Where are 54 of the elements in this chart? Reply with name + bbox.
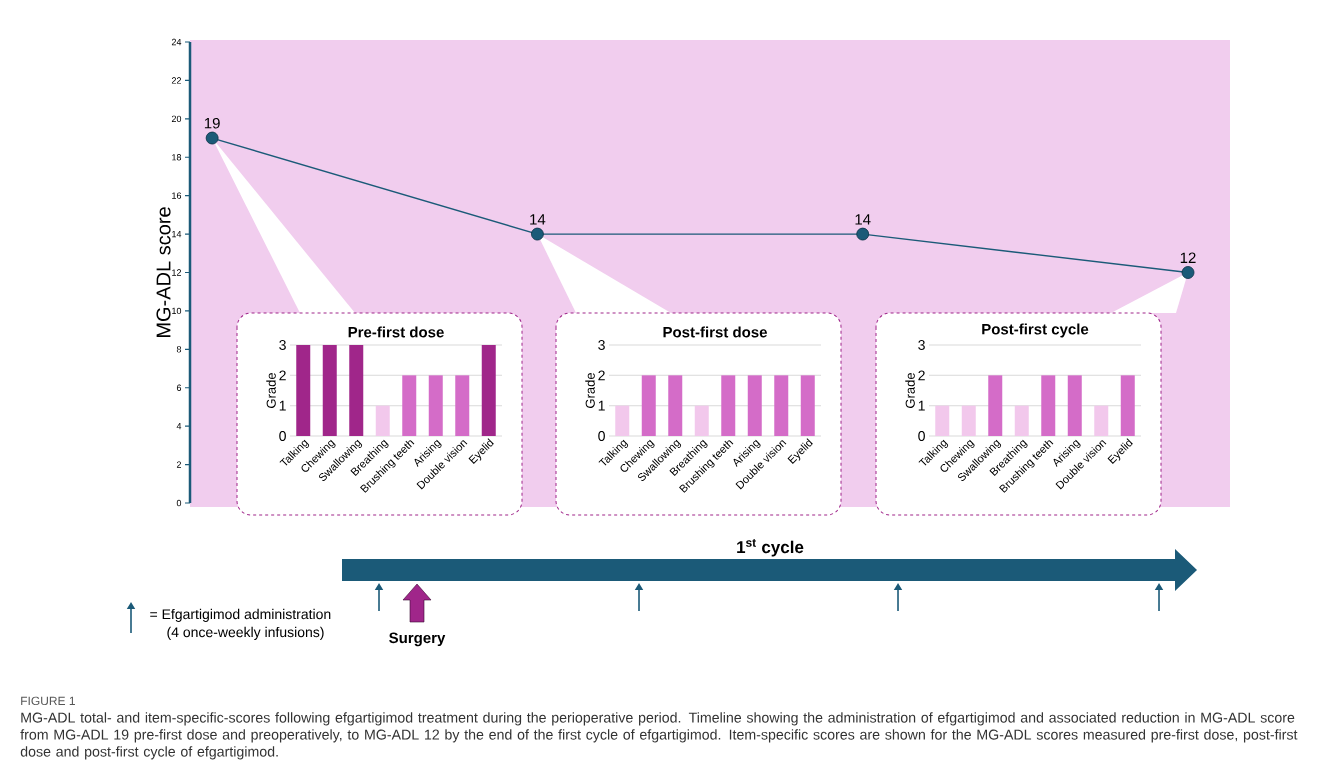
text: 1$^{st}$ cycle	[737, 538, 804, 557]
text: MG-ADL total- and item-specific-scores following efgartigimod treatment during the perioperative period. Timeline showing the administration of efgartigimod and associated reduction in MG-ADL score from MG-ADL 19 pre-first dose and preoperatively, to MG-ADL 12 by the end of the first cycle of efgartigimod. Item-specific scores are shown for the MG-ADL scores measured pre-first dose, post-first dose and post-first cycle of efgartigimod.	[20, 712, 1298, 760]
y-tick-label: 14	[172, 230, 182, 238]
y-tick-label: 0	[918, 431, 925, 441]
chart-title: Pre-first dose	[348, 326, 444, 338]
chart-title: Post-first cycle	[982, 323, 1089, 338]
data-label: 14	[530, 214, 546, 225]
bar	[296, 345, 311, 437]
y-tick-label: 0	[598, 431, 605, 441]
bar	[455, 375, 470, 437]
y-tick-label: 1	[279, 400, 286, 411]
point	[205, 131, 219, 145]
y-tick-label: 2	[598, 370, 605, 381]
point	[856, 227, 870, 241]
y-tick-label: 1	[918, 400, 925, 411]
text: Surgery	[389, 632, 446, 647]
y-tick-label: 2	[176, 461, 182, 468]
bar	[375, 405, 390, 437]
y-axis-title: Grade	[266, 373, 276, 408]
y-tick-label: 10	[172, 307, 182, 315]
y-tick-label: 3	[918, 340, 925, 350]
y-tick-label: 1	[598, 400, 605, 411]
point	[531, 227, 544, 241]
bar	[481, 345, 496, 437]
bar	[402, 375, 417, 437]
point	[1181, 266, 1195, 279]
bar	[322, 345, 337, 437]
y-axis-title: Grade	[585, 373, 595, 408]
y-tick-label: 24	[171, 38, 182, 46]
y-tick-label: 3	[279, 340, 286, 350]
chart-title: Post-first dose	[663, 326, 767, 338]
bar	[349, 345, 364, 437]
y-tick-label: 2	[279, 370, 286, 381]
y-tick-label: 4	[176, 423, 182, 430]
data-label: 12	[1180, 252, 1196, 263]
y-tick-label: 0	[279, 431, 286, 441]
caption: FIGURE 1	[21, 696, 75, 706]
bar	[428, 375, 443, 437]
y-axis-title: MG-ADL score	[156, 207, 171, 337]
y-tick-label: 6	[176, 384, 182, 391]
y-tick-label: 2	[918, 370, 925, 381]
data-label: 19	[204, 117, 220, 129]
y-tick-label: 8	[176, 346, 182, 353]
data-label: 14	[855, 214, 871, 225]
text: = Efgartigimod administration	[150, 608, 331, 622]
y-tick-label: 18	[172, 154, 182, 161]
y-tick-label: 12	[172, 269, 182, 276]
y-tick-label: 0	[176, 499, 182, 507]
text: (4 once-weekly infusions)	[167, 626, 324, 640]
y-tick-label: 22	[171, 77, 182, 84]
y-tick-label: 3	[598, 340, 605, 350]
y-tick-label: 16	[172, 192, 182, 199]
y-axis-title: Grade	[905, 373, 915, 408]
y-tick-label: 20	[171, 115, 182, 123]
